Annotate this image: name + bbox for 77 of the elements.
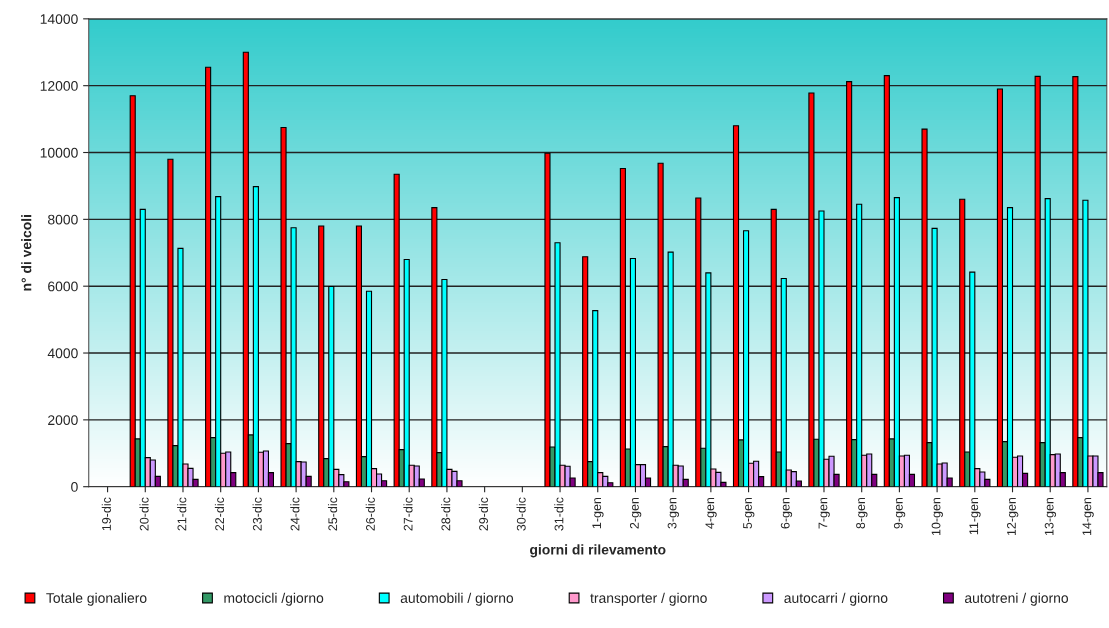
x-tick-label: 19-dic (101, 497, 111, 531)
bar (742, 230, 750, 487)
y-tick-label: 10000 (40, 147, 78, 158)
bar (1006, 207, 1014, 487)
bar (770, 208, 777, 487)
bar (996, 88, 1004, 487)
legend-label: transporter / giorno (590, 592, 707, 606)
bar (318, 225, 325, 487)
bar (808, 92, 815, 487)
x-tick-label: 28-dic (441, 497, 451, 531)
x-tick-label: 1-gen (592, 497, 604, 529)
x-tick-label: 12-gen (1007, 497, 1019, 536)
x-tick-label: 31-dic (554, 497, 564, 531)
bar (732, 125, 740, 487)
bar (280, 126, 287, 487)
y-tick-label: 14000 (40, 14, 78, 25)
x-tick-label: 9-gen (893, 497, 906, 529)
bar (893, 197, 900, 487)
x-tick-label: 14-gen (1082, 497, 1094, 536)
bar (355, 225, 363, 487)
x-tick-label: 5-gen (743, 497, 755, 529)
bar (262, 450, 270, 487)
bar (1072, 76, 1079, 487)
x-tick-label: 3-gen (667, 497, 679, 529)
y-tick-label: 6000 (48, 281, 78, 292)
x-tick-label: 4-gen (705, 497, 717, 529)
x-axis-title: giorni di rilevamento (530, 544, 666, 558)
x-tick-label: 30-dic (516, 497, 526, 531)
bar (167, 158, 174, 487)
bar (582, 256, 589, 487)
x-tick-label: 2-gen (629, 497, 642, 529)
x-tick-label: 13-gen (1044, 497, 1057, 536)
legend-label: autotreni / giorno (964, 592, 1069, 606)
x-tick-label: 21-dic (177, 497, 187, 531)
bar (205, 66, 212, 487)
legend-label: autocarri / giorno (784, 592, 888, 606)
bar (619, 168, 626, 487)
legend-label: automobili / giorno (400, 592, 514, 606)
bar (657, 162, 664, 487)
x-tick-label: 29-dic (478, 497, 488, 531)
legend-label: motocicli /giorno (224, 592, 324, 606)
x-tick-label: 25-dic (327, 497, 338, 531)
y-axis-title: n° di veicoli (21, 215, 32, 291)
bar (242, 51, 249, 487)
y-tick-label: 8000 (48, 214, 78, 225)
bar (544, 152, 551, 487)
x-tick-label: 20-dic (139, 497, 149, 531)
y-tick-label: 2000 (48, 415, 78, 426)
y-tick-label: 12000 (40, 81, 78, 91)
x-tick-label: 27-dic (403, 497, 413, 531)
bar (846, 81, 853, 487)
x-tick-label: 10-gen (931, 497, 943, 536)
bar (1016, 455, 1024, 487)
x-tick-label: 23-dic (252, 497, 262, 531)
bar (365, 290, 373, 487)
legend-label: Totale gionaliero (46, 592, 147, 606)
x-tick-label: 26-dic (365, 497, 375, 531)
bar (129, 95, 136, 487)
x-tick-label: 8-gen (856, 497, 868, 529)
x-tick-label: 7-gen (818, 497, 830, 529)
bar (921, 128, 928, 487)
bar (403, 258, 410, 487)
bar (1034, 75, 1041, 487)
bar (629, 257, 637, 487)
bar (1044, 198, 1051, 487)
x-tick-label: 22-dic (214, 497, 225, 531)
bar (695, 197, 702, 487)
bar (393, 173, 400, 487)
bar (252, 186, 259, 487)
x-tick-label: 6-gen (780, 497, 793, 529)
bar (959, 198, 966, 487)
x-tick-label: 24-dic (290, 497, 300, 531)
x-tick-label: 11-gen (969, 497, 981, 535)
y-tick-label: 4000 (47, 348, 78, 359)
bar (431, 207, 438, 487)
bar (883, 75, 890, 487)
y-tick-label: 0 (71, 482, 78, 492)
